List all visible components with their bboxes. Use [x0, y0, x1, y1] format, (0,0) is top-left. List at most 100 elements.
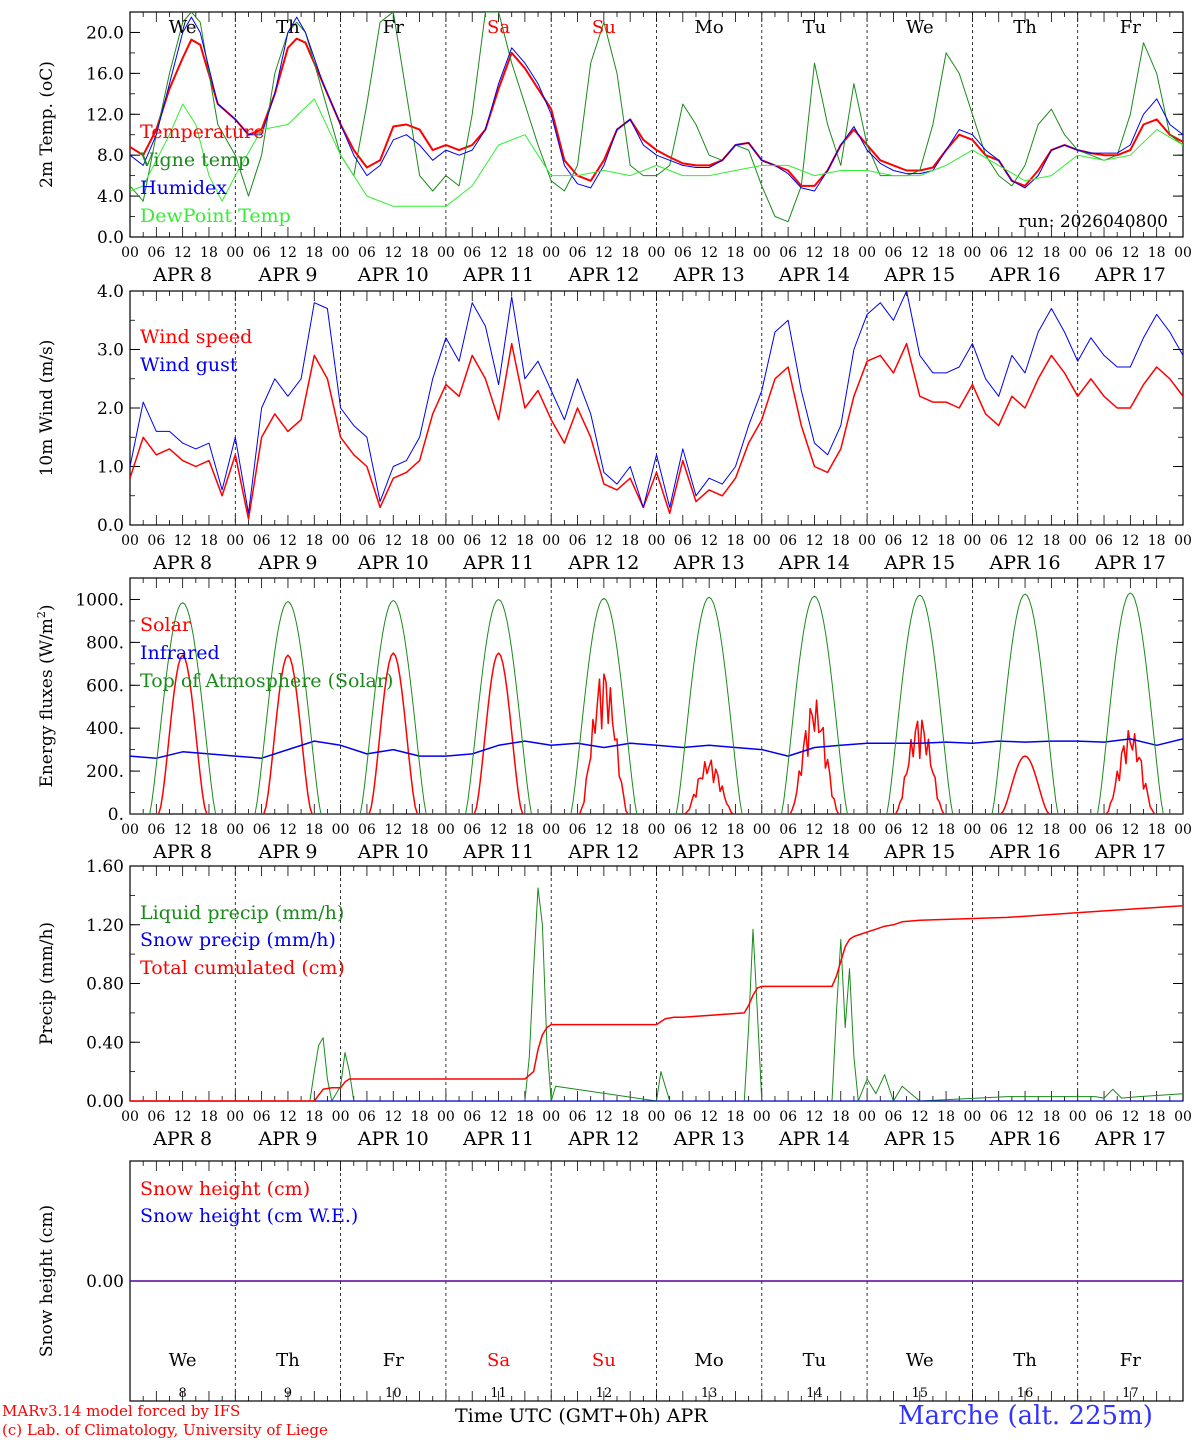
- panel-temp-hour-tick-label: 00: [121, 245, 139, 261]
- day-number-label: 9: [284, 1386, 292, 1401]
- panel-wind-legend-entry: Wind gust: [140, 354, 238, 376]
- panel-flux-series-infrared: [130, 738, 1183, 759]
- panel-temp-hour-tick-label: 06: [463, 245, 481, 261]
- panel-flux-date-label: APR 17: [1094, 841, 1166, 863]
- panel-wind-hour-tick-label: 12: [1121, 533, 1139, 549]
- panel-precip-hour-tick-label: 12: [174, 1109, 192, 1125]
- text-layer: 0.0 4.0 8.0 12.0 16.0 20.0 2m Temp. (oC) 00 06 12…: [35, 17, 1192, 1401]
- weekday-label-top: Tu: [803, 17, 827, 38]
- panel-precip-hour-tick-label: 00: [1069, 1109, 1087, 1125]
- panel-temp-hour-tick-label: 18: [621, 245, 639, 261]
- panel-wind-date-label: APR 10: [357, 552, 429, 574]
- panel-flux-date-label: APR 15: [883, 841, 955, 863]
- panel-temp-hour-tick-label: 06: [358, 245, 376, 261]
- weekday-label-top: We: [906, 17, 934, 38]
- panel-temp-hour-tick-label: 00: [1174, 245, 1192, 261]
- panel-wind-date-label: APR 11: [462, 552, 534, 574]
- panel-temp-series-vigne-temp: [130, 12, 1183, 223]
- panel-flux-y-tick-label: 600.: [86, 676, 124, 696]
- weekday-label-top: Fr: [383, 17, 404, 38]
- panel-temp-series-humidex: [130, 16, 1183, 192]
- panel-precip-y-tick-label: 0.40: [86, 1033, 124, 1053]
- panel-temp-y-axis-label: 2m Temp. (oC): [37, 61, 57, 188]
- panel-temp-hour-tick-label: 06: [1095, 245, 1113, 261]
- panel-snow-y-axis-label: Snow height (cm): [37, 1205, 57, 1357]
- panel-precip-hour-tick-label: 00: [226, 1109, 244, 1125]
- panel-precip-hour-tick-label: 18: [200, 1109, 218, 1125]
- day-number-label: 14: [806, 1386, 823, 1401]
- panel-flux-hour-tick-label: 06: [1095, 822, 1113, 838]
- panel-wind-hour-tick-label: 18: [621, 533, 639, 549]
- panel-precip-date-label: APR 10: [357, 1128, 429, 1150]
- panel-flux-series-top-of-atmosphere-solar: [130, 592, 1183, 814]
- weekday-label-bottom: We: [169, 1350, 197, 1371]
- panel-flux-date-label: APR 8: [152, 841, 212, 863]
- panel-wind-y-tick-label: 2.0: [97, 399, 124, 419]
- panel-wind-hour-tick-label: 00: [121, 533, 139, 549]
- panel-wind-y-axis-label: 10m Wind (m/s): [37, 340, 57, 477]
- x-axis-time-label: Time UTC (GMT+0h): [455, 1405, 661, 1427]
- day-number-label: 12: [596, 1386, 613, 1401]
- panel-temp-series-dewpoint-temp: [130, 98, 1183, 207]
- panel-precip-hour-tick-label: 18: [621, 1109, 639, 1125]
- panel-flux-hour-tick-label: 12: [911, 822, 929, 838]
- panel-wind-hour-tick-label: 06: [253, 533, 271, 549]
- panel-wind-hour-tick-label: 18: [937, 533, 955, 549]
- panel-precip-hour-tick-label: 00: [1174, 1109, 1192, 1125]
- panel-temp-hour-tick-label: 12: [490, 245, 508, 261]
- credit-lab-line: (c) Lab. of Climatology, University of L…: [2, 1421, 328, 1439]
- panel-flux-y-tick-label: 200.: [86, 762, 124, 782]
- panel-temp-hour-tick-label: 00: [1069, 245, 1087, 261]
- panel-precip-hour-tick-label: 06: [463, 1109, 481, 1125]
- panel-wind-hour-tick-label: 06: [990, 533, 1008, 549]
- panel-temp-hour-tick-label: 18: [1042, 245, 1060, 261]
- panel-wind-date-label: APR 17: [1094, 552, 1166, 574]
- panel-precip-hour-tick-label: 06: [779, 1109, 797, 1125]
- panel-flux-hour-tick-label: 12: [279, 822, 297, 838]
- panel-flux-series-solar: [130, 652, 1183, 814]
- panel-temp-hour-tick-label: 06: [569, 245, 587, 261]
- panel-precip-hour-tick-label: 00: [121, 1109, 139, 1125]
- panel-flux-legend-entry: Infrared: [140, 642, 220, 664]
- panel-temp-y-tick-label: 12.0: [86, 105, 124, 125]
- panel-flux-hour-tick-label: 06: [990, 822, 1008, 838]
- panel-precip-hour-tick-label: 18: [1042, 1109, 1060, 1125]
- panel-precip-hour-tick-label: 00: [963, 1109, 981, 1125]
- panel-wind-hour-tick-label: 00: [542, 533, 560, 549]
- panel-wind-y-tick-label: 0.0: [97, 516, 124, 536]
- panel-wind-hour-tick-label: 18: [200, 533, 218, 549]
- panel-flux-date-label: APR 11: [462, 841, 534, 863]
- panel-precip-hour-tick-label: 12: [1016, 1109, 1034, 1125]
- panel-temp-hour-tick-label: 18: [516, 245, 534, 261]
- panel-precip-hour-tick-label: 18: [411, 1109, 429, 1125]
- panel-precip-hour-tick-label: 00: [753, 1109, 771, 1125]
- panel-precip-hour-tick-label: 00: [437, 1109, 455, 1125]
- weekday-label-top: Th: [1013, 17, 1037, 38]
- panel-temp-hour-tick-label: 06: [674, 245, 692, 261]
- panel-flux-y-tick-label: 0.: [108, 805, 124, 825]
- panel-precip-y-tick-label: 1.60: [86, 857, 124, 877]
- panel-wind-y-tick-label: 3.0: [97, 341, 124, 361]
- panel-temp-hour-tick-label: 00: [542, 245, 560, 261]
- panel-temp-hour-tick-label: 06: [990, 245, 1008, 261]
- panel-temp-date-label: APR 16: [989, 264, 1061, 286]
- panel-temp-hour-tick-label: 18: [937, 245, 955, 261]
- panel-precip-hour-tick-label: 12: [490, 1109, 508, 1125]
- panel-flux-hour-tick-label: 18: [727, 822, 745, 838]
- panel-temp-y-tick-label: 20.0: [86, 23, 124, 43]
- panel-snow-y-tick-label: 0.00: [86, 1272, 124, 1292]
- panel-flux-hour-tick-label: 00: [963, 822, 981, 838]
- panel-flux-date-label: APR 12: [567, 841, 639, 863]
- panel-wind-hour-tick-label: 12: [174, 533, 192, 549]
- weekday-label-top: Mo: [695, 17, 724, 38]
- panel-flux-hour-tick-label: 00: [858, 822, 876, 838]
- panel-wind-hour-tick-label: 18: [305, 533, 323, 549]
- data-layer: [130, 12, 1183, 1282]
- panel-wind-hour-tick-label: 00: [753, 533, 771, 549]
- panel-wind-hour-tick-label: 12: [384, 533, 402, 549]
- weekday-label-bottom: Sa: [487, 1350, 510, 1371]
- panel-precip-hour-tick-label: 06: [147, 1109, 165, 1125]
- panel-flux-hour-tick-label: 06: [463, 822, 481, 838]
- panel-temp-hour-tick-label: 18: [832, 245, 850, 261]
- panel-wind-hour-tick-label: 06: [147, 533, 165, 549]
